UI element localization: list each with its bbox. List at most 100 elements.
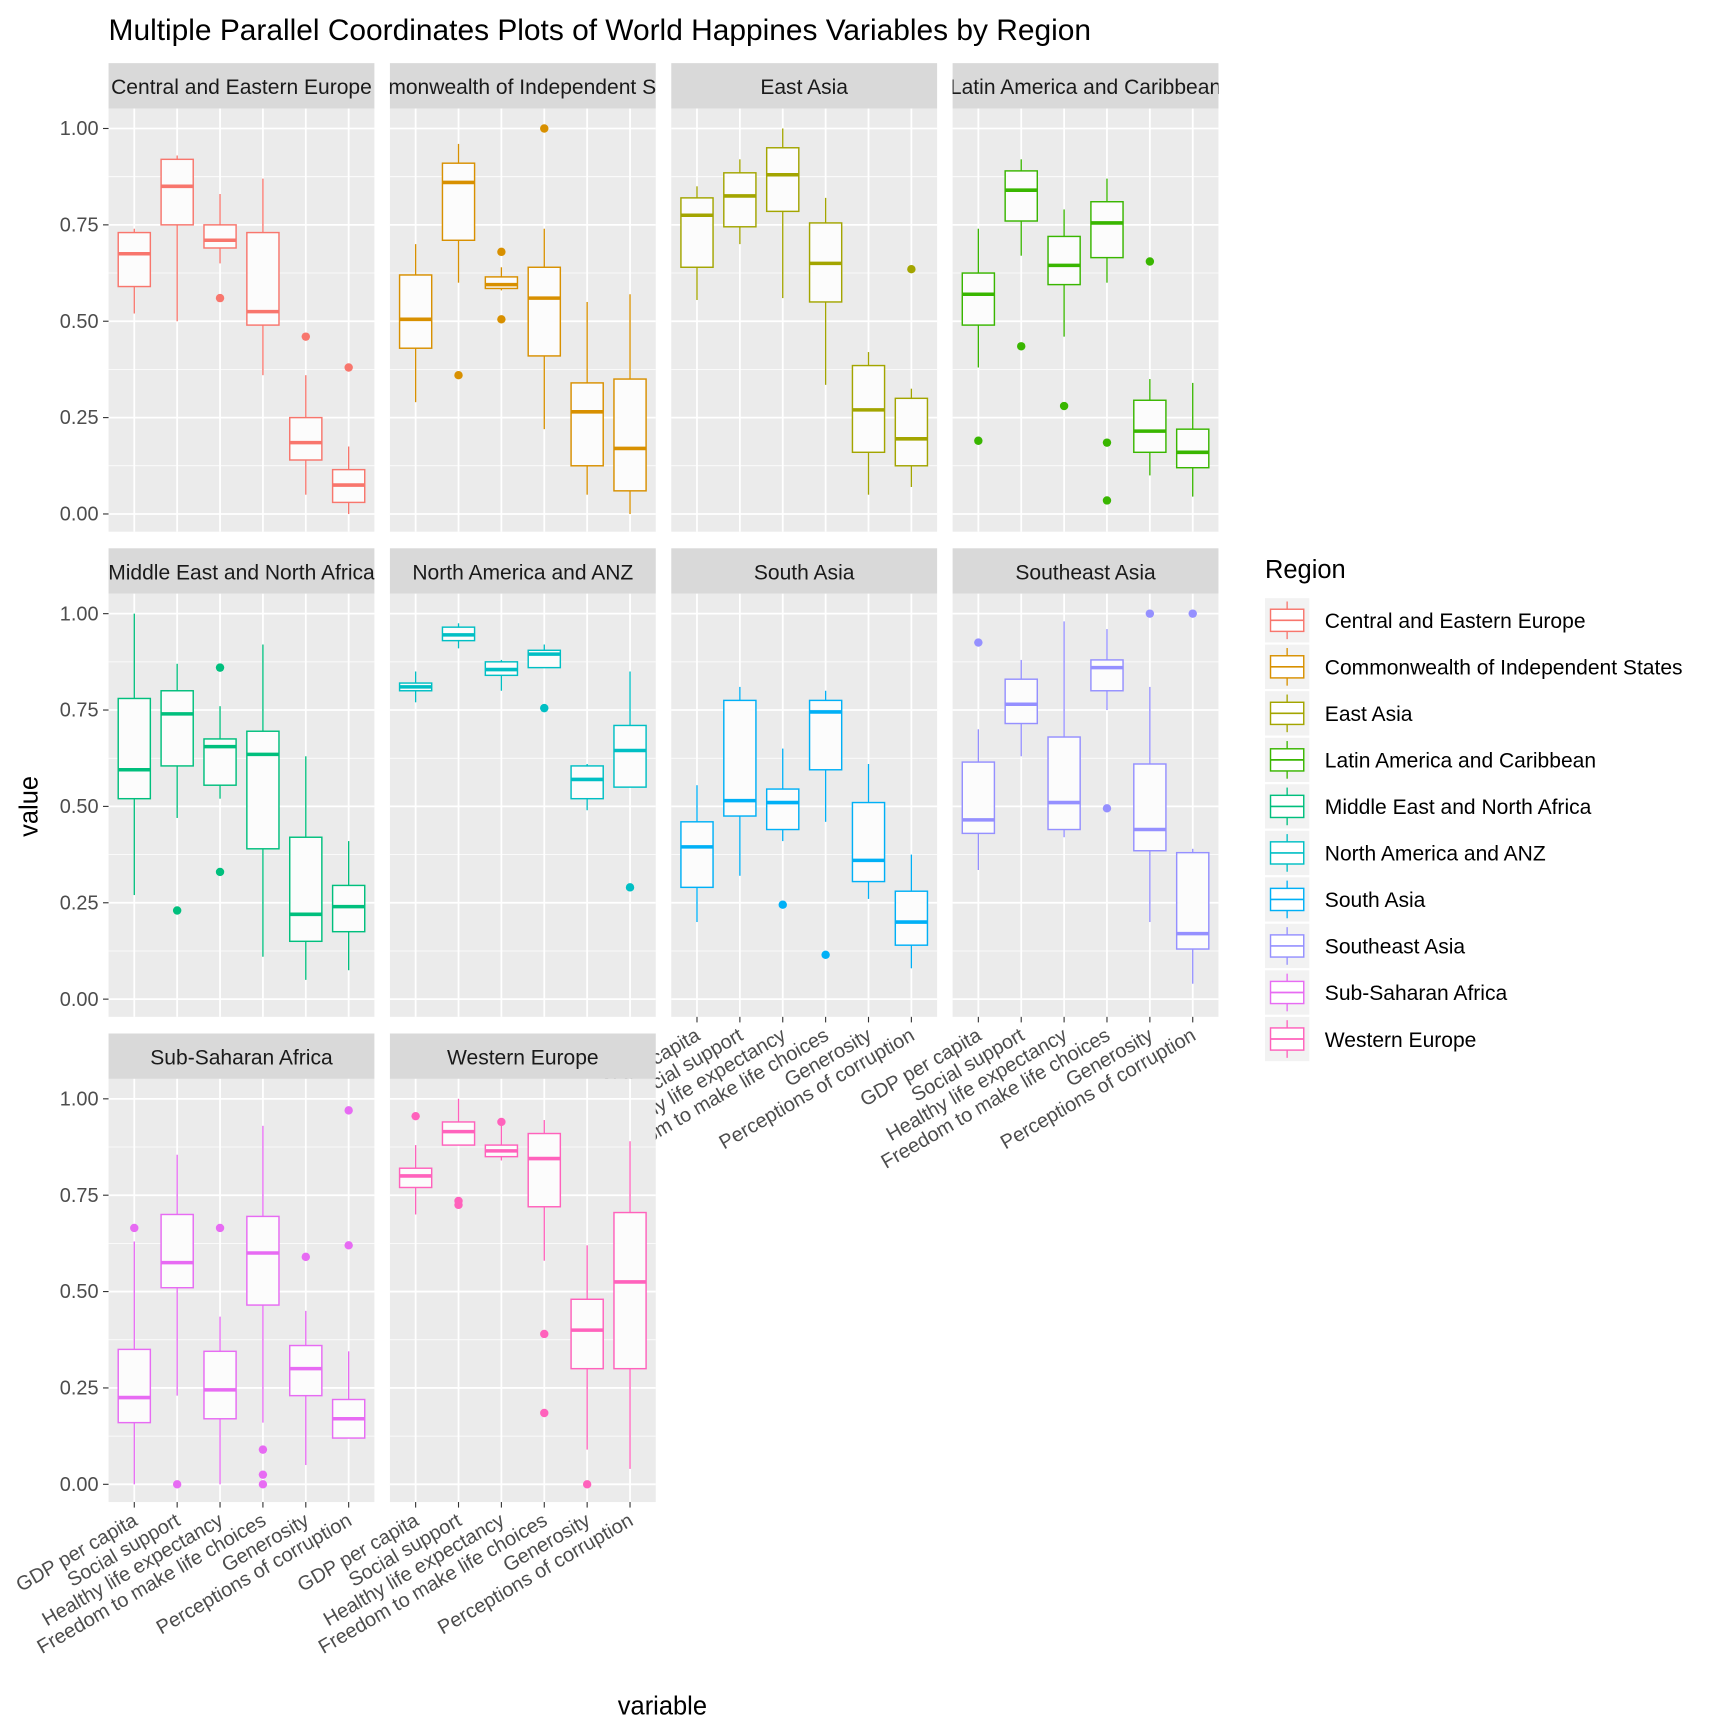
facet-panel: North America and ANZ [389,548,656,1017]
outlier-point [1188,609,1197,618]
box-perceptions-of-corruption [331,841,366,971]
box-iqr [765,147,800,213]
outlier-point [344,1241,353,1250]
box-perceptions-of-corruption [894,264,929,487]
box-iqr [117,1348,152,1424]
y-tick-label: 0.75 [60,700,99,722]
outlier-point [540,1329,549,1339]
box-iqr [894,397,929,467]
box-social-support [723,686,757,876]
outlier-point [821,950,830,960]
box-gdp-per-capita [680,186,714,301]
y-tick-label: 0.75 [60,215,99,237]
box-iqr [246,730,280,850]
box-gdp-per-capita [117,613,152,896]
outlier-point [258,1480,268,1489]
outlier-point [130,1223,139,1233]
y-tick-label: 0.00 [60,989,99,1011]
box-iqr [765,788,800,831]
box-generosity [570,301,604,495]
box-perceptions-of-corruption [894,854,929,969]
y-tick-label: 1.00 [60,118,99,140]
legend-item: Western Europe [1264,1016,1476,1062]
legend-label: North America and ANZ [1325,843,1546,866]
outlier-point [497,1117,506,1127]
outlier-point [1059,401,1069,411]
box-iqr [1090,201,1124,259]
panel-background [108,108,375,532]
box-iqr [203,224,237,249]
y-tick-label: 0.50 [60,796,99,818]
box-iqr [246,231,280,326]
outlier-point [974,638,983,647]
facet-strip [952,63,1219,109]
outlier-point [215,663,225,672]
box-social-support [160,663,194,915]
box-iqr [1047,736,1081,831]
facet-strip [108,1033,375,1079]
y-tick-label: 1.00 [60,603,99,625]
outlier-point [344,1106,353,1115]
box-perceptions-of-corruption [613,1141,647,1469]
box-healthy-life-expectancy [203,1223,237,1485]
box-freedom-to-make-life-choices [527,1120,562,1418]
facet-strip-label: Commonwealth of Independent States [344,76,702,99]
box-iqr [289,416,323,461]
legend-item: Latin America and Caribbean [1264,737,1596,783]
outlier-point [454,370,463,380]
facet-strip-label: South Asia [754,561,855,584]
panel-background [952,593,1219,1017]
box-generosity [1133,257,1167,476]
outlier-point [1102,804,1112,813]
box-social-support [441,143,476,380]
y-tick-label: 0.50 [60,311,99,333]
box-freedom-to-make-life-choices [808,690,843,960]
box-gdp-per-capita [680,785,714,923]
box-freedom-to-make-life-choices [246,1125,280,1489]
box-iqr [246,1215,280,1306]
y-tick-label: 0.50 [60,1281,99,1303]
legend-item: North America and ANZ [1264,830,1546,876]
legend-label: Southeast Asia [1325,936,1466,959]
box-iqr [160,1213,194,1289]
box-freedom-to-make-life-choices [527,124,562,430]
box-gdp-per-capita [117,228,152,314]
facet-strip-label: Middle East and North Africa [108,561,375,584]
box-perceptions-of-corruption [1175,609,1210,984]
box-gdp-per-capita [961,228,996,445]
outlier-point [907,264,916,274]
facet-panel: Commonwealth of Independent States [344,63,702,532]
facet-strip-label: Central and Eastern Europe [111,76,372,99]
outlier-point [1145,257,1155,266]
box-iqr [1090,659,1124,692]
y-axis-title: value [16,776,44,837]
legend-item: Middle East and North Africa [1264,784,1592,829]
facet-strip-label: Western Europe [447,1046,599,1069]
outlier-point [258,1470,268,1479]
box-healthy-life-expectancy [203,663,237,877]
outlier-point [411,1111,420,1121]
outlier-point [258,1445,268,1454]
box-perceptions-of-corruption [613,294,647,514]
x-axis-title: variable [618,1693,707,1721]
box-perceptions-of-corruption [331,363,366,514]
box-social-support [441,623,476,649]
box-iqr [570,382,604,467]
box-generosity [289,332,323,495]
facet-strip [108,63,375,109]
box-generosity [570,1245,604,1489]
outlier-point [1102,438,1112,447]
box-generosity [851,352,886,495]
box-iqr [613,1211,647,1370]
box-healthy-life-expectancy [765,748,800,909]
y-tick-label: 0.75 [60,1185,99,1207]
box-gdp-per-capita [398,1111,433,1215]
box-gdp-per-capita [398,671,433,703]
box-iqr [1133,399,1167,454]
outlier-point [1102,496,1112,505]
box-iqr [1004,170,1039,222]
box-healthy-life-expectancy [484,1117,519,1161]
box-iqr [961,272,996,326]
box-freedom-to-make-life-choices [808,197,843,385]
